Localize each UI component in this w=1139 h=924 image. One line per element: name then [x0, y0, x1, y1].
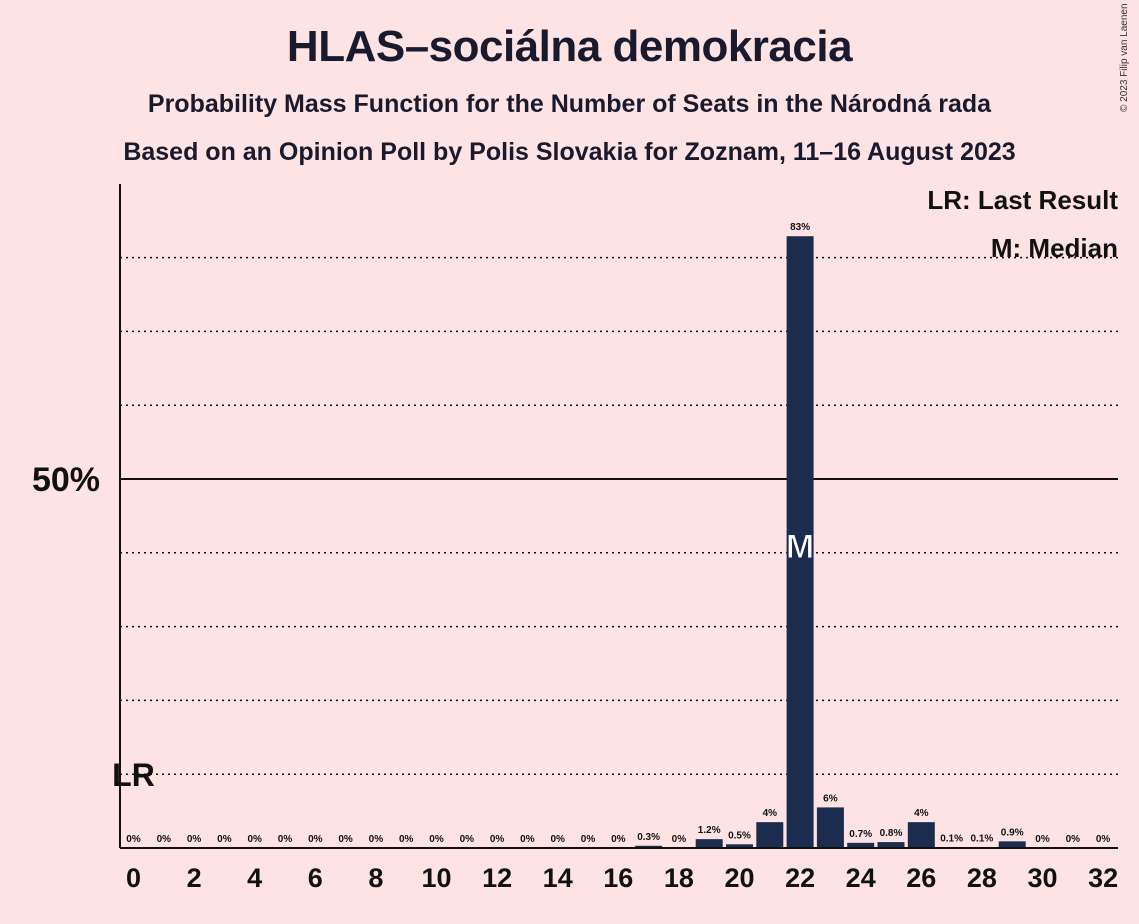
bar-label-17: 0.3%: [637, 832, 660, 843]
bar-label-3: 0%: [217, 834, 232, 845]
x-tick-label-16: 16: [603, 863, 633, 893]
bar-label-10: 0%: [429, 834, 444, 845]
bar-label-19: 1.2%: [698, 825, 721, 836]
bar-label-21: 4%: [763, 808, 778, 819]
bar-label-27: 0.1%: [940, 833, 963, 844]
x-tick-label-24: 24: [846, 863, 876, 893]
bar-label-13: 0%: [520, 834, 535, 845]
x-tick-label-22: 22: [785, 863, 815, 893]
bar-19: [695, 839, 723, 848]
chart-source: Based on an Opinion Poll by Polis Slovak…: [123, 138, 1016, 166]
bar-label-4: 0%: [247, 834, 262, 845]
bar-label-9: 0%: [399, 834, 414, 845]
bar-label-14: 0%: [550, 834, 565, 845]
bar-label-5: 0%: [278, 834, 293, 845]
x-tick-label-26: 26: [906, 863, 936, 893]
x-tick-label-32: 32: [1088, 863, 1118, 893]
bar-label-6: 0%: [308, 834, 323, 845]
x-tick-label-10: 10: [421, 863, 451, 893]
x-tick-label-12: 12: [482, 863, 512, 893]
legend-last-result: LR: Last Result: [927, 185, 1118, 215]
x-tick-label-4: 4: [247, 863, 262, 893]
bar-24: [847, 842, 875, 848]
bar-label-2: 0%: [187, 834, 202, 845]
bar-23: [816, 807, 844, 848]
chart-title: HLAS–sociálna demokracia: [286, 22, 853, 71]
x-tick-label-6: 6: [308, 863, 323, 893]
x-tick-label-0: 0: [126, 863, 141, 893]
bar-label-18: 0%: [672, 834, 687, 845]
legend-median: M: Median: [991, 233, 1118, 263]
bar-label-7: 0%: [338, 834, 353, 845]
bar-26: [907, 822, 935, 848]
bar-label-8: 0%: [369, 834, 384, 845]
bar-label-31: 0%: [1066, 834, 1081, 845]
x-tick-label-18: 18: [664, 863, 694, 893]
x-tick-label-28: 28: [967, 863, 997, 893]
bar-label-26: 4%: [914, 808, 929, 819]
bar-label-16: 0%: [611, 834, 626, 845]
bar-21: [756, 822, 784, 848]
bar-label-11: 0%: [460, 834, 475, 845]
x-tick-label-2: 2: [187, 863, 202, 893]
x-tick-label-8: 8: [368, 863, 383, 893]
x-tick-label-14: 14: [543, 863, 573, 893]
bar-label-1: 0%: [157, 834, 172, 845]
bar-label-25: 0.8%: [880, 828, 903, 839]
bar-label-32: 0%: [1096, 834, 1111, 845]
bar-20: [726, 844, 753, 848]
x-tick-label-20: 20: [724, 863, 754, 893]
bar-label-23: 6%: [823, 793, 838, 804]
last-result-marker: LR: [112, 757, 155, 793]
bar-22: [786, 236, 814, 848]
bar-label-28: 0.1%: [971, 833, 994, 844]
bar-label-12: 0%: [490, 834, 505, 845]
bar-label-29: 0.9%: [1001, 827, 1024, 838]
median-marker: M: [786, 528, 814, 566]
bar-17: [635, 845, 663, 848]
x-tick-label-30: 30: [1027, 863, 1057, 893]
bar-label-15: 0%: [581, 834, 596, 845]
bar-label-20: 0.5%: [728, 830, 751, 841]
bar-label-30: 0%: [1035, 834, 1050, 845]
bar-label-0: 0%: [126, 834, 141, 845]
chart-subtitle: Probability Mass Function for the Number…: [147, 90, 992, 118]
bar-label-22: 83%: [790, 222, 810, 233]
y-tick-label-50: 50%: [32, 461, 100, 499]
bar-29: [998, 841, 1026, 848]
bar-25: [877, 842, 905, 848]
bar-label-24: 0.7%: [849, 829, 872, 840]
